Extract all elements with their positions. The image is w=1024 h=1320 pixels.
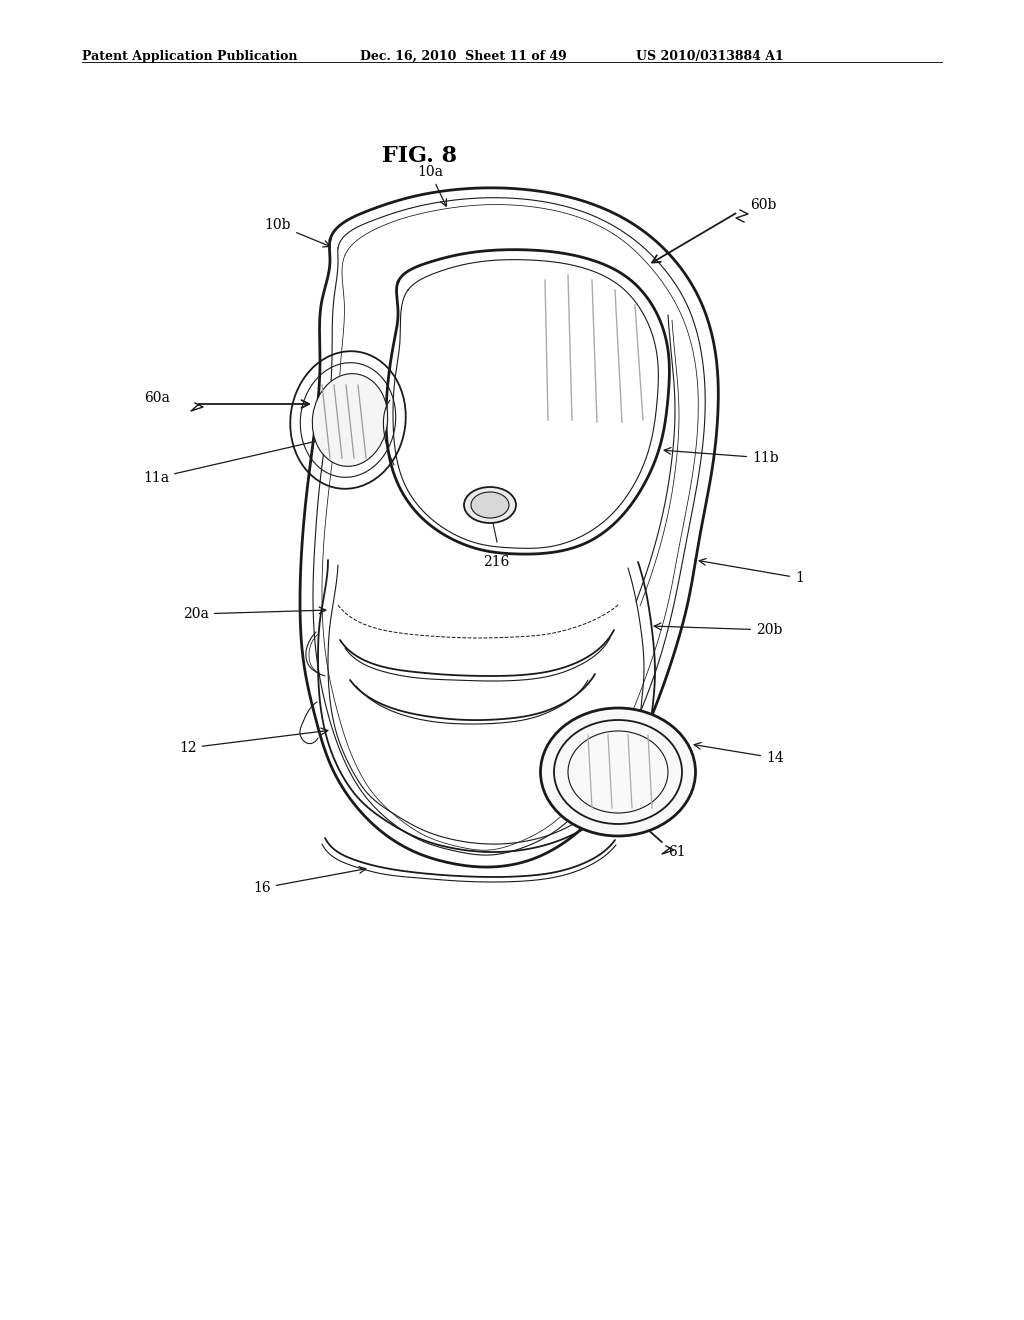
Text: FIG. 8: FIG. 8 [382,145,458,168]
Text: 16: 16 [253,867,366,895]
Text: 14: 14 [694,742,783,766]
Text: 60b: 60b [750,198,776,213]
Text: 216: 216 [482,554,509,569]
Ellipse shape [464,487,516,523]
Ellipse shape [312,374,388,466]
Text: 10b: 10b [265,218,330,247]
Ellipse shape [541,708,695,836]
Text: 61: 61 [668,845,686,859]
Text: 11a: 11a [143,437,326,484]
Text: 20b: 20b [654,623,782,638]
Text: 10a: 10a [417,165,446,206]
Ellipse shape [471,492,509,517]
Text: Dec. 16, 2010  Sheet 11 of 49: Dec. 16, 2010 Sheet 11 of 49 [360,50,566,63]
Text: 1: 1 [699,558,804,585]
Text: 20a: 20a [183,607,326,620]
Text: Patent Application Publication: Patent Application Publication [82,50,298,63]
Text: 12: 12 [179,729,328,755]
Text: US 2010/0313884 A1: US 2010/0313884 A1 [636,50,783,63]
Text: 11b: 11b [665,447,778,465]
Text: 60a: 60a [144,391,170,405]
